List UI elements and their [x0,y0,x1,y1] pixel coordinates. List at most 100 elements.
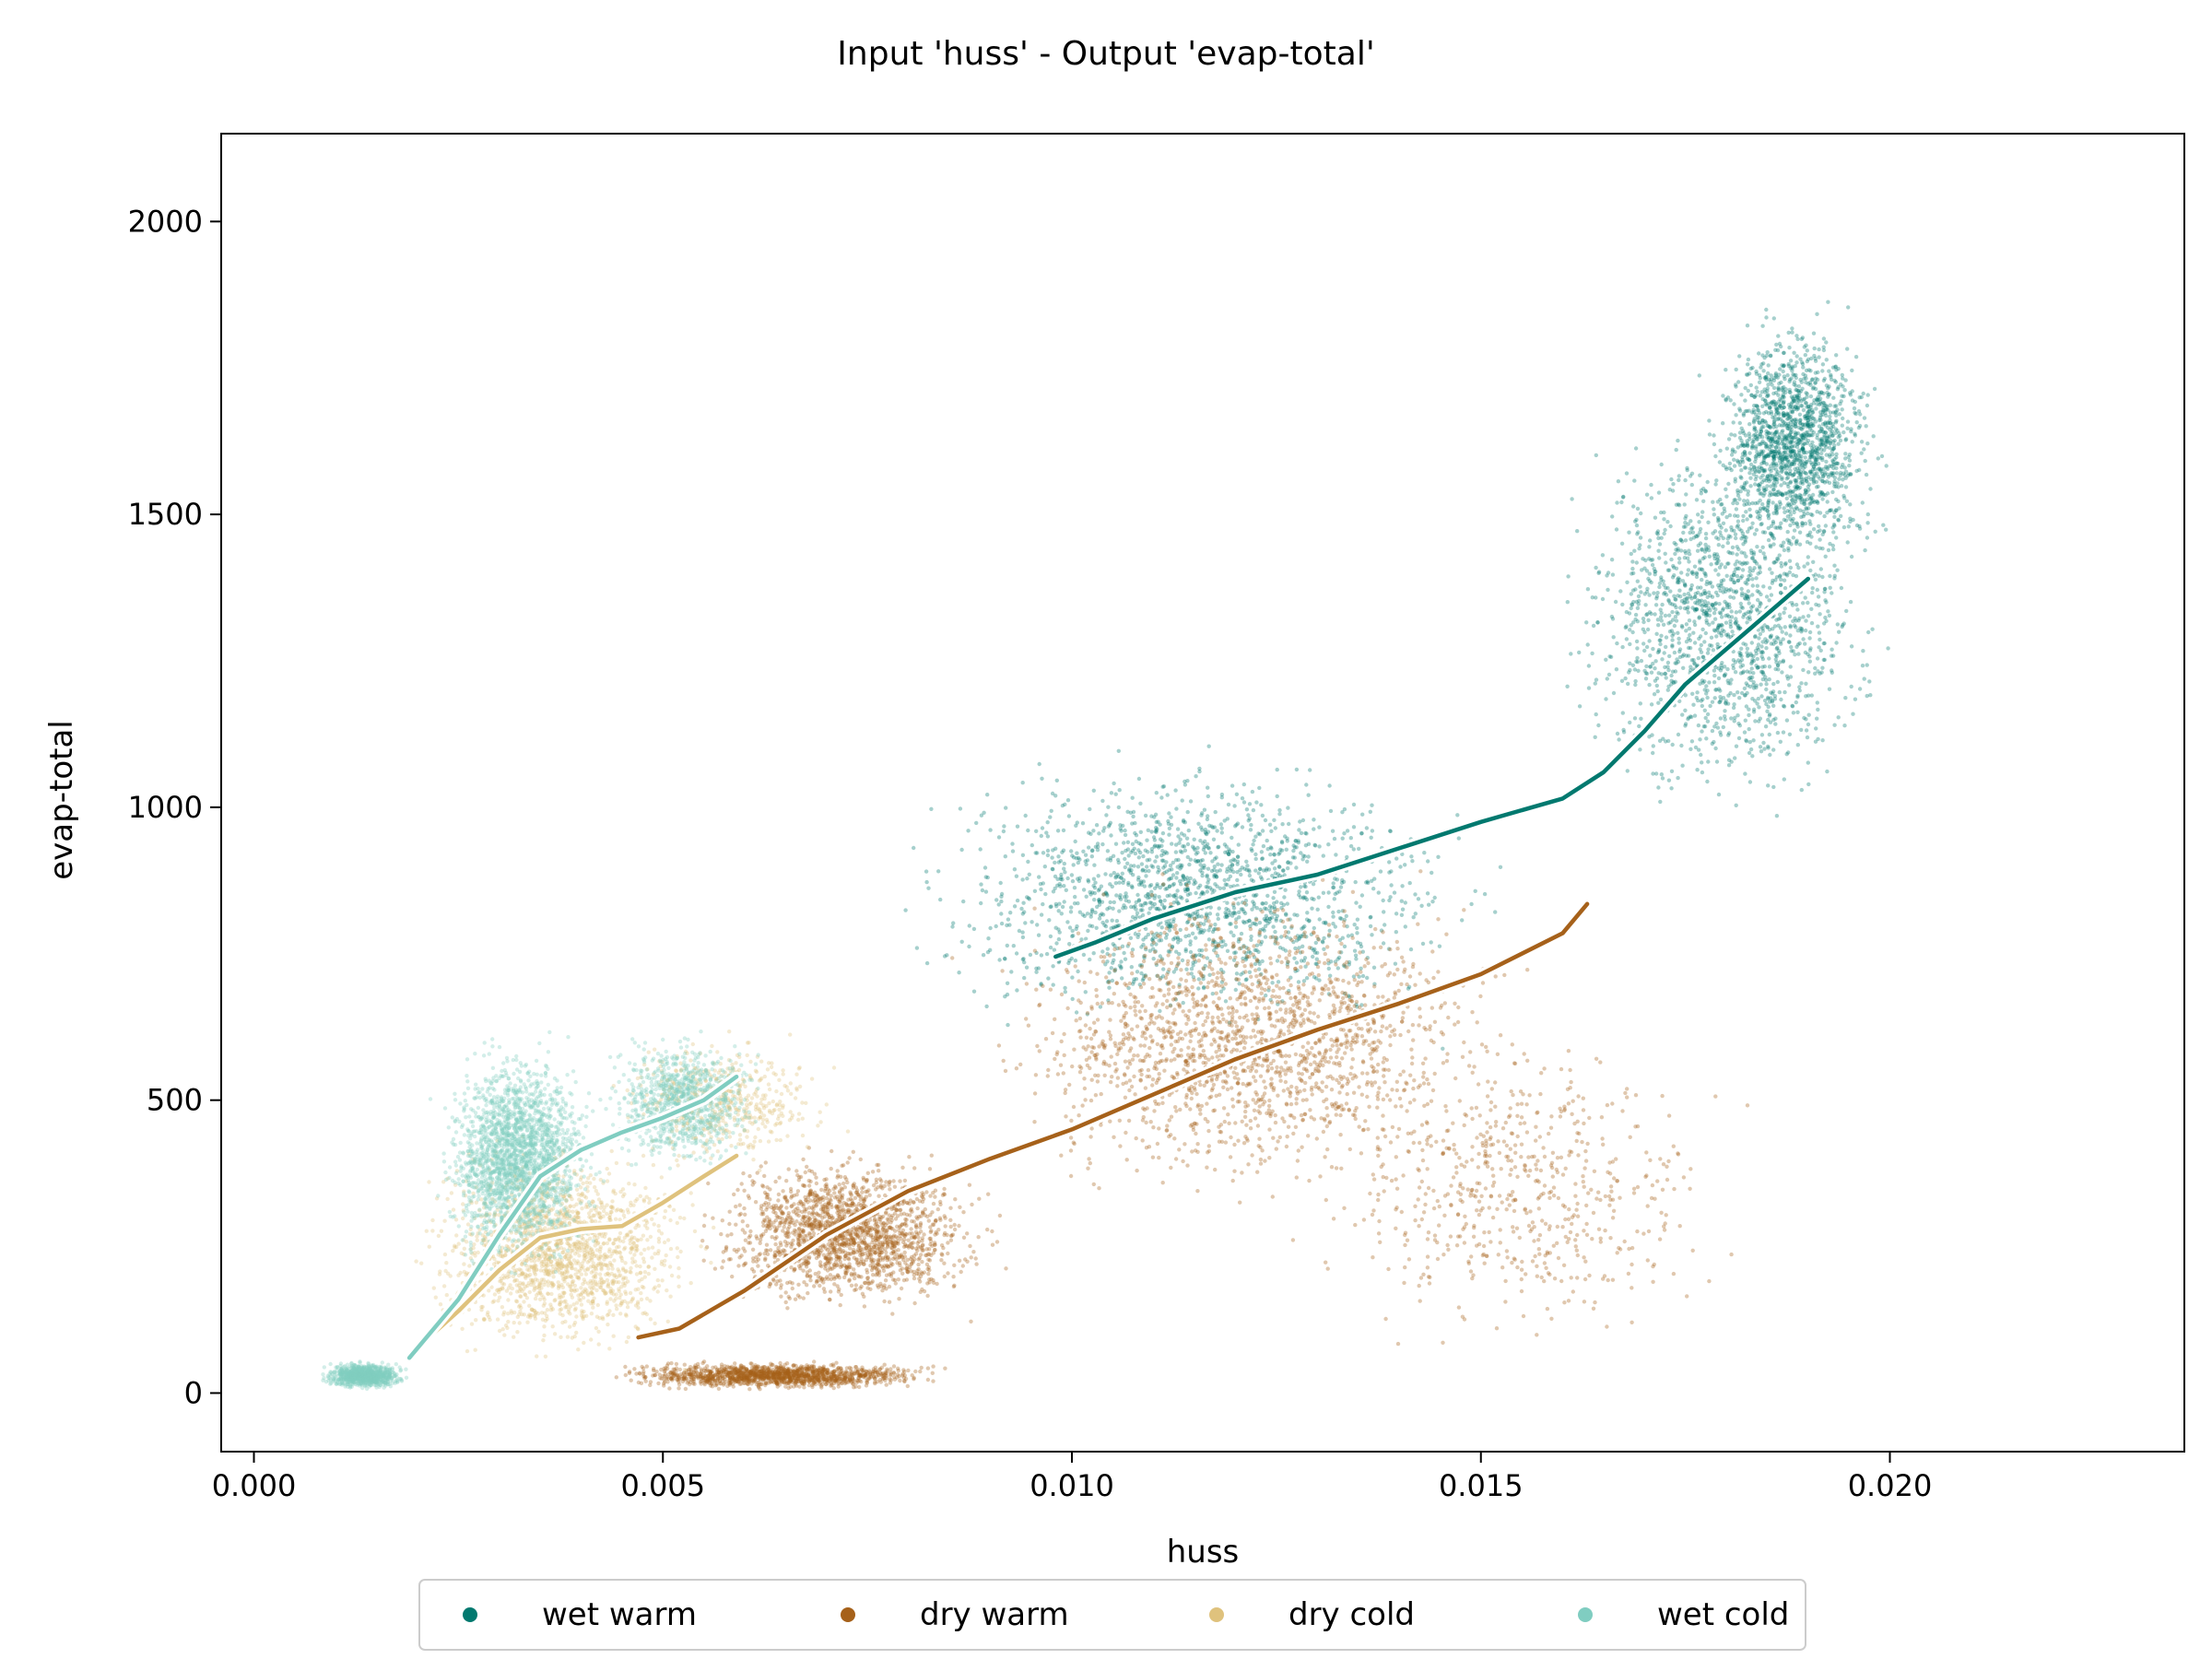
scatter-point [1778,591,1783,595]
scatter-point [1292,855,1298,860]
scatter-point [1184,898,1190,903]
scatter-point [1690,530,1696,535]
scatter-point [1745,578,1750,582]
scatter-point [1619,500,1624,505]
scatter-point [1803,650,1808,655]
scatter-point [1764,315,1769,320]
scatter-point [1100,841,1105,847]
scatter-point [1688,638,1693,642]
scatter-point [1600,596,1606,602]
scatter-point [1766,371,1771,376]
scatter-point [1721,463,1725,467]
scatter-point [1833,420,1839,425]
scatter-point [1803,353,1808,358]
scatter-point [1625,769,1630,773]
scatter-point [1764,307,1769,312]
scatter-point [1195,845,1200,851]
scatter-point [1122,903,1126,908]
scatter-point [1768,543,1772,547]
scatter-point [967,944,971,949]
scatter-point [1831,547,1836,552]
scatter-point [1194,852,1199,856]
scatter-point [1772,624,1778,629]
scatter-point [1726,614,1732,619]
scatter-point [1392,890,1397,895]
scatter-point [1865,521,1870,525]
scatter-point [1043,891,1048,897]
scatter-point [1632,716,1638,721]
scatter-point [1117,788,1122,793]
scatter-point [1615,731,1620,736]
scatter-point [1842,724,1847,728]
scatter-point [1739,646,1744,651]
scatter-point [1822,401,1827,406]
scatter-point [1160,784,1165,789]
scatter-point [1283,888,1288,892]
scatter-point [1699,567,1704,571]
scatter-point [1811,527,1817,532]
scatter-point [1818,493,1822,498]
scatter-point [1056,909,1061,913]
scatter-point [981,953,986,958]
scatter-point [1051,848,1055,853]
scatter-point [1591,623,1596,629]
scatter-point [1279,900,1284,906]
scatter-point [1216,845,1220,850]
scatter-point [1154,854,1159,859]
scatter-point [1721,606,1726,611]
scatter-point [1206,928,1211,933]
scatter-point [1790,449,1795,453]
scatter-point [999,894,1004,899]
scatter-point [1613,599,1618,605]
scatter-point [1838,438,1843,443]
scatter-point [1718,530,1723,535]
scatter-point [1145,838,1149,842]
scatter-point [1136,776,1142,782]
scatter-point [967,924,972,928]
scatter-point [959,847,964,853]
scatter-point [1116,875,1122,879]
scatter-point [1836,517,1841,522]
scatter-point [1061,848,1066,853]
scatter-point [1758,509,1762,513]
scatter-point [1677,588,1682,593]
scatter-point [1736,566,1742,571]
scatter-point [1806,555,1811,559]
scatter-point [1814,479,1819,485]
scatter-point [1770,431,1774,436]
scatter-point [1084,894,1088,899]
scatter-point [1117,880,1122,885]
scatter-point [1596,723,1601,728]
scatter-point [1628,641,1632,647]
scatter-point [1712,617,1718,621]
scatter-point [1729,453,1735,457]
scatter-point [1669,682,1674,687]
scatter-point [1782,506,1786,511]
scatter-point [1206,885,1210,889]
scatter-point [1045,820,1050,825]
scatter-point [1304,976,1310,981]
scatter-point [1081,952,1087,958]
scatter-point [1781,730,1786,735]
scatter-point [1683,722,1688,726]
scatter-point [1801,601,1806,606]
scatter-point [929,806,934,811]
scatter-point [1760,501,1765,507]
scatter-point [1659,462,1664,467]
scatter-point [1341,879,1347,884]
scatter-point [1276,1002,1280,1006]
scatter-point [1635,579,1641,583]
scatter-point [1819,451,1824,456]
scatter-point [1593,735,1597,739]
scatter-point [1237,910,1241,914]
scatter-point [1742,465,1747,470]
scatter-point [1359,1003,1364,1007]
scatter-point [1091,788,1097,793]
scatter-point [1249,877,1254,882]
scatter-point [1835,622,1841,627]
scatter-point [1804,681,1808,686]
scatter-point [1726,437,1732,441]
scatter-point [1287,821,1291,827]
scatter-point [1118,897,1124,901]
scatter-point [1759,479,1765,485]
